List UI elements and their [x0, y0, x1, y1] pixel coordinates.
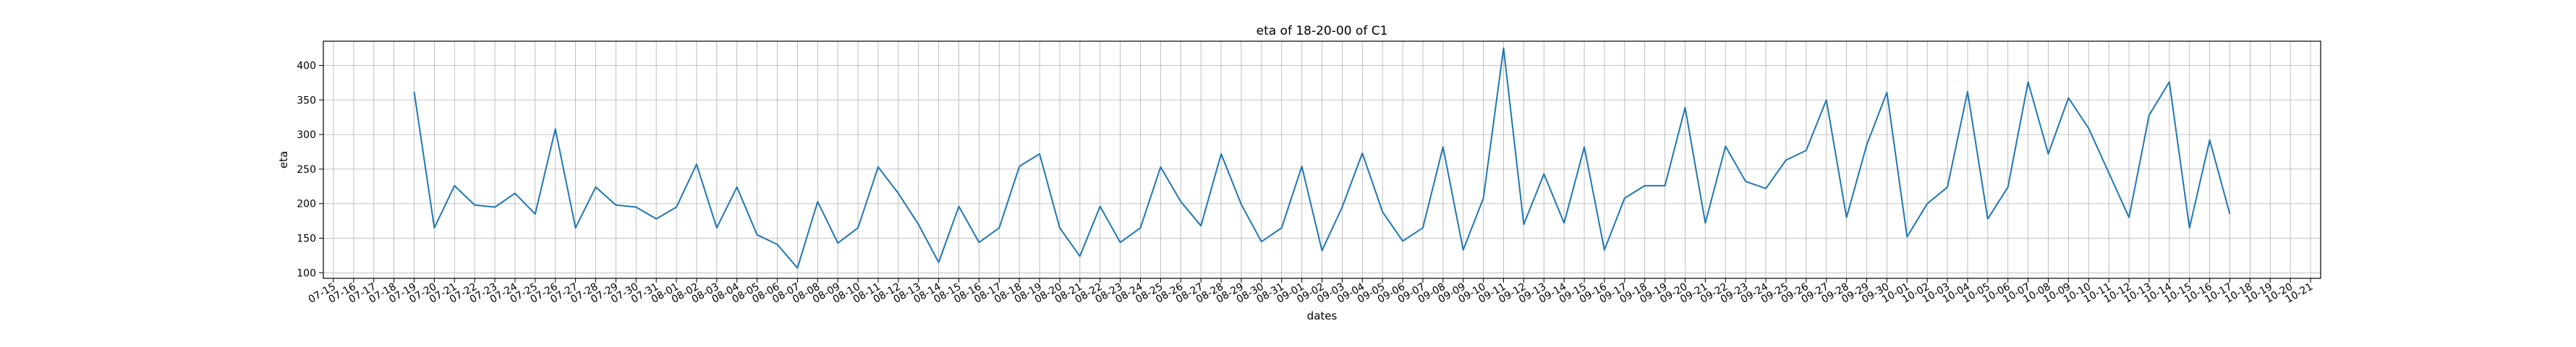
- grid-lines: [323, 41, 2321, 278]
- series-layer: [413, 47, 2231, 269]
- y-tick-label: 400: [297, 60, 316, 72]
- y-tick-label: 150: [297, 234, 316, 245]
- y-tick-label: 200: [297, 199, 316, 210]
- y-tick-label: 100: [297, 267, 316, 279]
- y-tick-label: 350: [297, 95, 316, 106]
- series-line: [413, 47, 2231, 269]
- chart-title: eta of 18-20-00 of C1: [1257, 24, 1388, 38]
- x-axis-title: dates: [1307, 309, 1338, 322]
- y-tick-label: 250: [297, 164, 316, 176]
- y-tick-label: 300: [297, 129, 316, 141]
- y-axis-title: eta: [277, 151, 290, 168]
- y-axis: 100 150 200 250 300 350 400: [297, 60, 323, 279]
